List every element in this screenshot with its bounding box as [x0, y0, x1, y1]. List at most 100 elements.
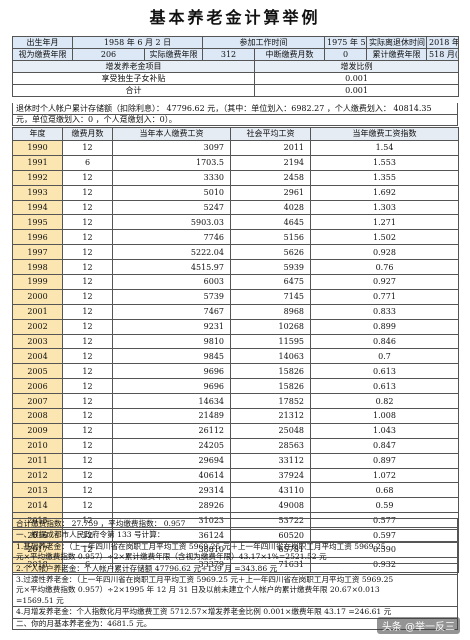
avg-wage-cell: 4028 [230, 199, 311, 216]
total-years-label: 累计缴费年限 [366, 48, 428, 61]
index-cell: 0.771 [310, 288, 459, 305]
transitional-line2: 元×平均缴费指数 0.957）÷2×1995 年 12 月 31 日及以前未建立… [16, 585, 380, 595]
index-cell: 1.54 [310, 140, 459, 156]
year-cell: 1991 [12, 154, 63, 171]
index-cell: 0.613 [310, 363, 459, 380]
year-cell: 2012 [12, 467, 63, 484]
months-cell: 12 [62, 184, 113, 201]
additional-pension-line: 4.月增发养老金：个人指数化月平均缴费工资 5712.57×增发养老金比例 0.… [13, 606, 457, 617]
months-cell: 6 [62, 154, 113, 171]
table-row: 1990 12 3097 2011 1.54 [12, 140, 459, 156]
months-cell: 12 [62, 199, 113, 216]
wage-cell: 9696 [112, 378, 231, 395]
account-note-line1: 退休时个人帐户累计存储额（扣除利息）： 47796.62 元，（其中：单位划入：… [12, 103, 458, 115]
wage-cell: 7746 [112, 229, 231, 246]
table-row: 1993 12 5010 2961 1.692 [12, 184, 459, 201]
ratio-header: 增发比例 [254, 60, 460, 73]
avg-wage-cell: 11595 [230, 333, 311, 350]
table-row: 1998 12 4515.97 5939 0.76 [12, 259, 459, 276]
index-cell: 0.927 [310, 274, 459, 290]
table-row: 2008 12 21489 21312 1.008 [12, 408, 459, 424]
months-cell: 12 [62, 259, 113, 276]
index-cell: 1.692 [310, 184, 459, 201]
months-cell: 12 [62, 318, 113, 335]
months-cell: 12 [62, 437, 113, 454]
work-start-value: 1975 年 5 月 1 日 [324, 36, 368, 49]
months-cell: 12 [62, 348, 113, 365]
index-cell: 0.613 [310, 378, 459, 395]
table-row: 2004 12 9845 14063 0.7 [12, 348, 459, 365]
wage-cell: 5010 [112, 184, 231, 201]
year-cell: 2009 [12, 422, 63, 439]
basis-line: 一、根据成都市人民政府令第 133 号计算： [13, 529, 457, 540]
contribution-table: 年度 缴费月数 当年本人缴费工资 社会平均工资 当年缴费工资指数 1990 12 3… [12, 127, 459, 573]
index-cell: 0.7 [310, 348, 459, 365]
table-row: 2012 12 40614 37924 1.072 [12, 467, 459, 484]
wage-cell: 29314 [112, 482, 231, 499]
table-row: 1997 12 5222.04 5626 0.928 [12, 244, 459, 261]
col-wage: 当年本人缴费工资 [112, 127, 231, 141]
avg-wage-cell: 2458 [230, 169, 311, 186]
index-cell: 0.833 [310, 303, 459, 320]
index-cell: 0.897 [310, 452, 459, 469]
info-table: 出生年月 1958 年 6 月 2 日 参加工作时间 1975 年 5 月 1 … [11, 36, 460, 97]
avg-wage-cell: 7145 [230, 288, 311, 305]
table-row: 1991 6 1703.5 2194 1.553 [12, 154, 459, 171]
table-row: 2006 12 9696 15826 0.613 [12, 378, 459, 395]
avg-wage-cell: 2961 [230, 184, 311, 201]
table-row: 2000 12 5739 7145 0.771 [12, 288, 459, 305]
wage-cell: 26112 [112, 422, 231, 439]
table-row: 2003 12 9810 11595 0.846 [12, 333, 459, 350]
year-cell: 2015 [12, 512, 63, 529]
year-cell: 1995 [12, 214, 63, 231]
actual-years-label: 实际缴费年限 [143, 48, 204, 61]
months-cell: 12 [62, 452, 113, 469]
item-only-child-ratio: 0.001 [254, 72, 460, 85]
table-row: 1994 12 5247 4028 1.303 [12, 199, 459, 216]
months-cell: 12 [62, 467, 113, 484]
year-cell: 2002 [12, 318, 63, 335]
index-cell: 1.355 [310, 169, 459, 186]
avg-wage-cell: 2194 [230, 154, 311, 171]
wage-cell: 1703.5 [112, 154, 231, 171]
avg-wage-cell: 28563 [230, 437, 311, 454]
index-cell: 0.928 [310, 244, 459, 261]
months-cell: 12 [62, 244, 113, 261]
deemed-years-value: 206 [72, 48, 145, 61]
year-cell: 1998 [12, 259, 63, 276]
index-cell: 1.502 [310, 229, 459, 246]
year-cell: 1999 [12, 274, 63, 290]
avg-wage-cell: 8968 [230, 303, 311, 320]
months-cell: 12 [62, 229, 113, 246]
wage-cell: 9696 [112, 363, 231, 380]
year-cell: 2003 [12, 333, 63, 350]
index-cell: 1.043 [310, 422, 459, 439]
watermark: 头条 @举一反三 [376, 617, 460, 634]
avg-wage-cell: 43110 [230, 482, 311, 499]
avg-wage-cell: 10268 [230, 318, 311, 335]
year-cell: 2010 [12, 437, 63, 454]
transitional-line1: 3.过渡性养老金：（上一年四川省在岗职工月平均工资 5969.25 元＋上一年四… [13, 574, 457, 585]
year-cell: 2007 [12, 393, 63, 410]
months-cell: 12 [62, 378, 113, 395]
avg-wage-cell: 5156 [230, 229, 311, 246]
account-note-line2: 元，单位趸缴划入：0 ，个人趸缴划入：0）。 [12, 114, 458, 126]
table-row: 2010 12 24205 28563 0.847 [12, 437, 459, 454]
months-cell: 12 [62, 482, 113, 499]
year-cell: 2001 [12, 303, 63, 320]
avg-wage-cell: 2011 [230, 140, 311, 156]
avg-wage-cell: 4645 [230, 214, 311, 231]
wage-cell: 9231 [112, 318, 231, 335]
avg-wage-cell: 14063 [230, 348, 311, 365]
year-cell: 2013 [12, 482, 63, 499]
table-row: 1992 12 3330 2458 1.355 [12, 169, 459, 186]
table-row: 2005 12 9696 15826 0.613 [12, 363, 459, 380]
index-cell: 0.59 [310, 497, 459, 514]
index-cell: 1.553 [310, 154, 459, 171]
actual-years-value: 312 [202, 48, 256, 61]
wage-cell: 9845 [112, 348, 231, 365]
months-cell: 12 [62, 393, 113, 410]
index-cell: 0.68 [310, 482, 459, 499]
avg-wage-cell: 21312 [230, 408, 311, 424]
page-title: 基本养老金计算举例 [149, 8, 321, 27]
